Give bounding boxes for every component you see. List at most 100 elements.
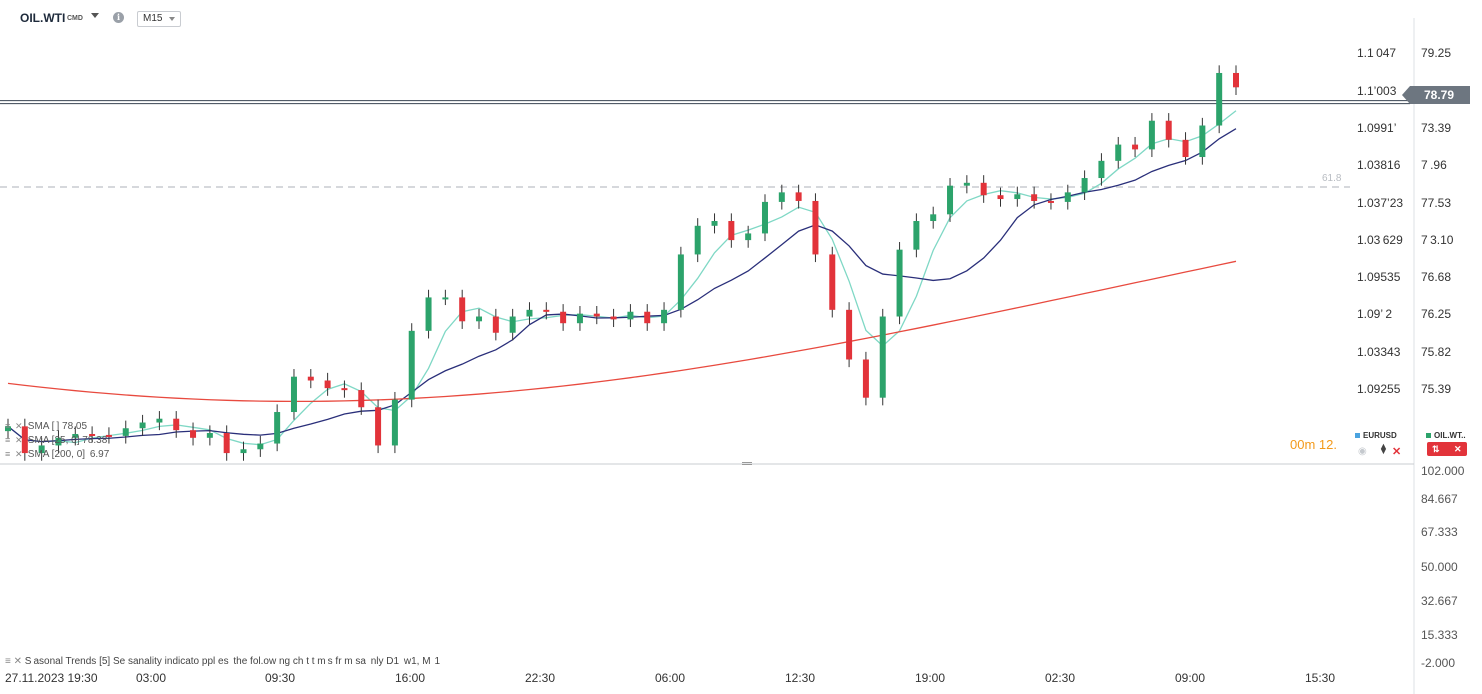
indicator-tick-label: 84.667 <box>1421 492 1458 506</box>
remove-compare-icon[interactable]: ✕ <box>1392 446 1402 458</box>
eye-icon[interactable]: ◉ <box>1358 446 1367 457</box>
candle-body <box>1047 200 1054 203</box>
candle <box>1064 184 1071 210</box>
candle-body <box>778 192 785 202</box>
compare-oilwti[interactable]: OIL.WT.. <box>1426 431 1466 440</box>
candle <box>593 306 600 325</box>
candle-body <box>1115 144 1122 161</box>
candle <box>38 437 45 461</box>
candle <box>778 184 785 210</box>
time-tick-label: 03:00 <box>136 671 167 685</box>
indicator-tick-label: 32.667 <box>1421 594 1458 608</box>
chevron-down-icon[interactable] <box>91 13 99 18</box>
candle <box>307 369 314 389</box>
timeframe-select[interactable]: M15 <box>137 11 181 27</box>
instrument-type: CMD <box>67 15 83 22</box>
time-tick-label: 06:00 <box>655 671 686 685</box>
candle <box>223 425 230 461</box>
candle <box>543 302 550 320</box>
sort-arrows-icon[interactable]: ▲ ▼ <box>1379 441 1388 456</box>
candle-body <box>526 309 533 317</box>
candle-body <box>307 376 314 381</box>
time-tick-label: 09:00 <box>1175 671 1206 685</box>
candle <box>576 306 583 331</box>
candle-body <box>543 309 550 312</box>
candle <box>206 425 213 446</box>
indicator-sma-short[interactable]: ≡ ✕ SMA [ ] 78.05 <box>5 420 87 432</box>
candle <box>1115 136 1122 169</box>
candle <box>290 369 297 420</box>
candle <box>156 411 163 431</box>
chart-frame <box>0 18 1415 694</box>
candle <box>122 420 129 444</box>
fibonacci-level-label: 61.8 <box>1322 173 1342 184</box>
candle <box>879 308 886 406</box>
chevron-down-icon <box>169 17 175 21</box>
candle-body <box>846 309 853 360</box>
compare-eurusd[interactable]: EURUSD <box>1355 431 1397 440</box>
candle <box>1031 186 1038 209</box>
candle-body <box>257 443 264 450</box>
candle <box>1216 65 1223 134</box>
candle <box>509 308 516 341</box>
candle <box>408 323 415 408</box>
menu-lines-icon[interactable]: ≡ <box>5 435 11 445</box>
moving-averages <box>7 110 1237 446</box>
menu-lines-icon[interactable]: ≡ <box>5 421 11 431</box>
menu-lines-icon[interactable]: ≡ <box>5 449 11 459</box>
indicator-label: SMA [25, 0] <box>27 435 80 446</box>
candle <box>1182 132 1189 165</box>
close-icon[interactable]: ✕ <box>13 656 23 667</box>
instrument-symbol[interactable]: OIL.WTI <box>20 11 66 25</box>
price-tick-label: 76.25 <box>1421 307 1452 321</box>
sma-short-line <box>7 110 1237 446</box>
candle-body <box>206 433 213 438</box>
candle <box>1098 153 1105 186</box>
candle <box>358 382 365 415</box>
candle <box>862 351 869 406</box>
candle <box>627 304 634 328</box>
eurusd-tick-label: 1.03 629 <box>1357 233 1403 247</box>
candle <box>1047 193 1054 210</box>
eurusd-tick-label: 1.1’003 <box>1357 84 1397 98</box>
seasonal-trends-indicator[interactable]: ≡ ✕ S asonal Trends [5] Se sanality indi… <box>5 656 440 667</box>
time-tick-label: 02:30 <box>1045 671 1076 685</box>
candle <box>240 441 247 461</box>
indicator-sma-25[interactable]: ≡ ✕ SMA [25, 0] 78.38 <box>5 434 107 446</box>
candle <box>391 391 398 454</box>
candle-body <box>947 185 954 215</box>
indicator-label: SMA [200, 0] <box>27 449 86 460</box>
oilwti-remove-button[interactable]: ⇅ ✕ <box>1427 442 1467 456</box>
candle-body <box>761 201 768 234</box>
candle-body <box>105 434 112 437</box>
candle <box>526 302 533 325</box>
candle-body <box>55 437 62 446</box>
candle <box>829 246 836 318</box>
sma-200-line <box>7 260 1237 403</box>
candle-body <box>896 249 903 317</box>
candle-body <box>223 433 230 454</box>
menu-lines-icon[interactable]: ≡ <box>5 656 11 667</box>
candle-body <box>1098 160 1105 179</box>
candle-body <box>627 311 634 320</box>
indicator-value: 78.38 <box>82 435 108 446</box>
price-tick-label: 7 3.10 <box>1421 233 1454 247</box>
candle <box>89 426 96 443</box>
close-icon[interactable]: ✕ <box>15 435 23 445</box>
close-icon[interactable]: ✕ <box>15 449 23 459</box>
eurusd-tick-label: 1.03816 <box>1357 158 1401 172</box>
close-icon[interactable]: ✕ <box>15 421 23 431</box>
eurusd-tick-label: 1.1 047 <box>1357 46 1397 60</box>
info-icon[interactable]: i <box>113 12 124 23</box>
candle-body <box>1031 194 1038 201</box>
indicator-sma-200[interactable]: ≡ ✕ SMA [200, 0] 6.97 <box>5 448 109 460</box>
pane-resize-handle[interactable] <box>742 462 752 465</box>
candle <box>997 187 1004 207</box>
candle-body <box>1081 178 1088 193</box>
candle <box>105 427 112 444</box>
price-tick-label: 73.39 <box>1421 121 1452 135</box>
candle-body <box>358 390 365 408</box>
candle-body <box>391 399 398 446</box>
candle-body <box>38 445 45 454</box>
